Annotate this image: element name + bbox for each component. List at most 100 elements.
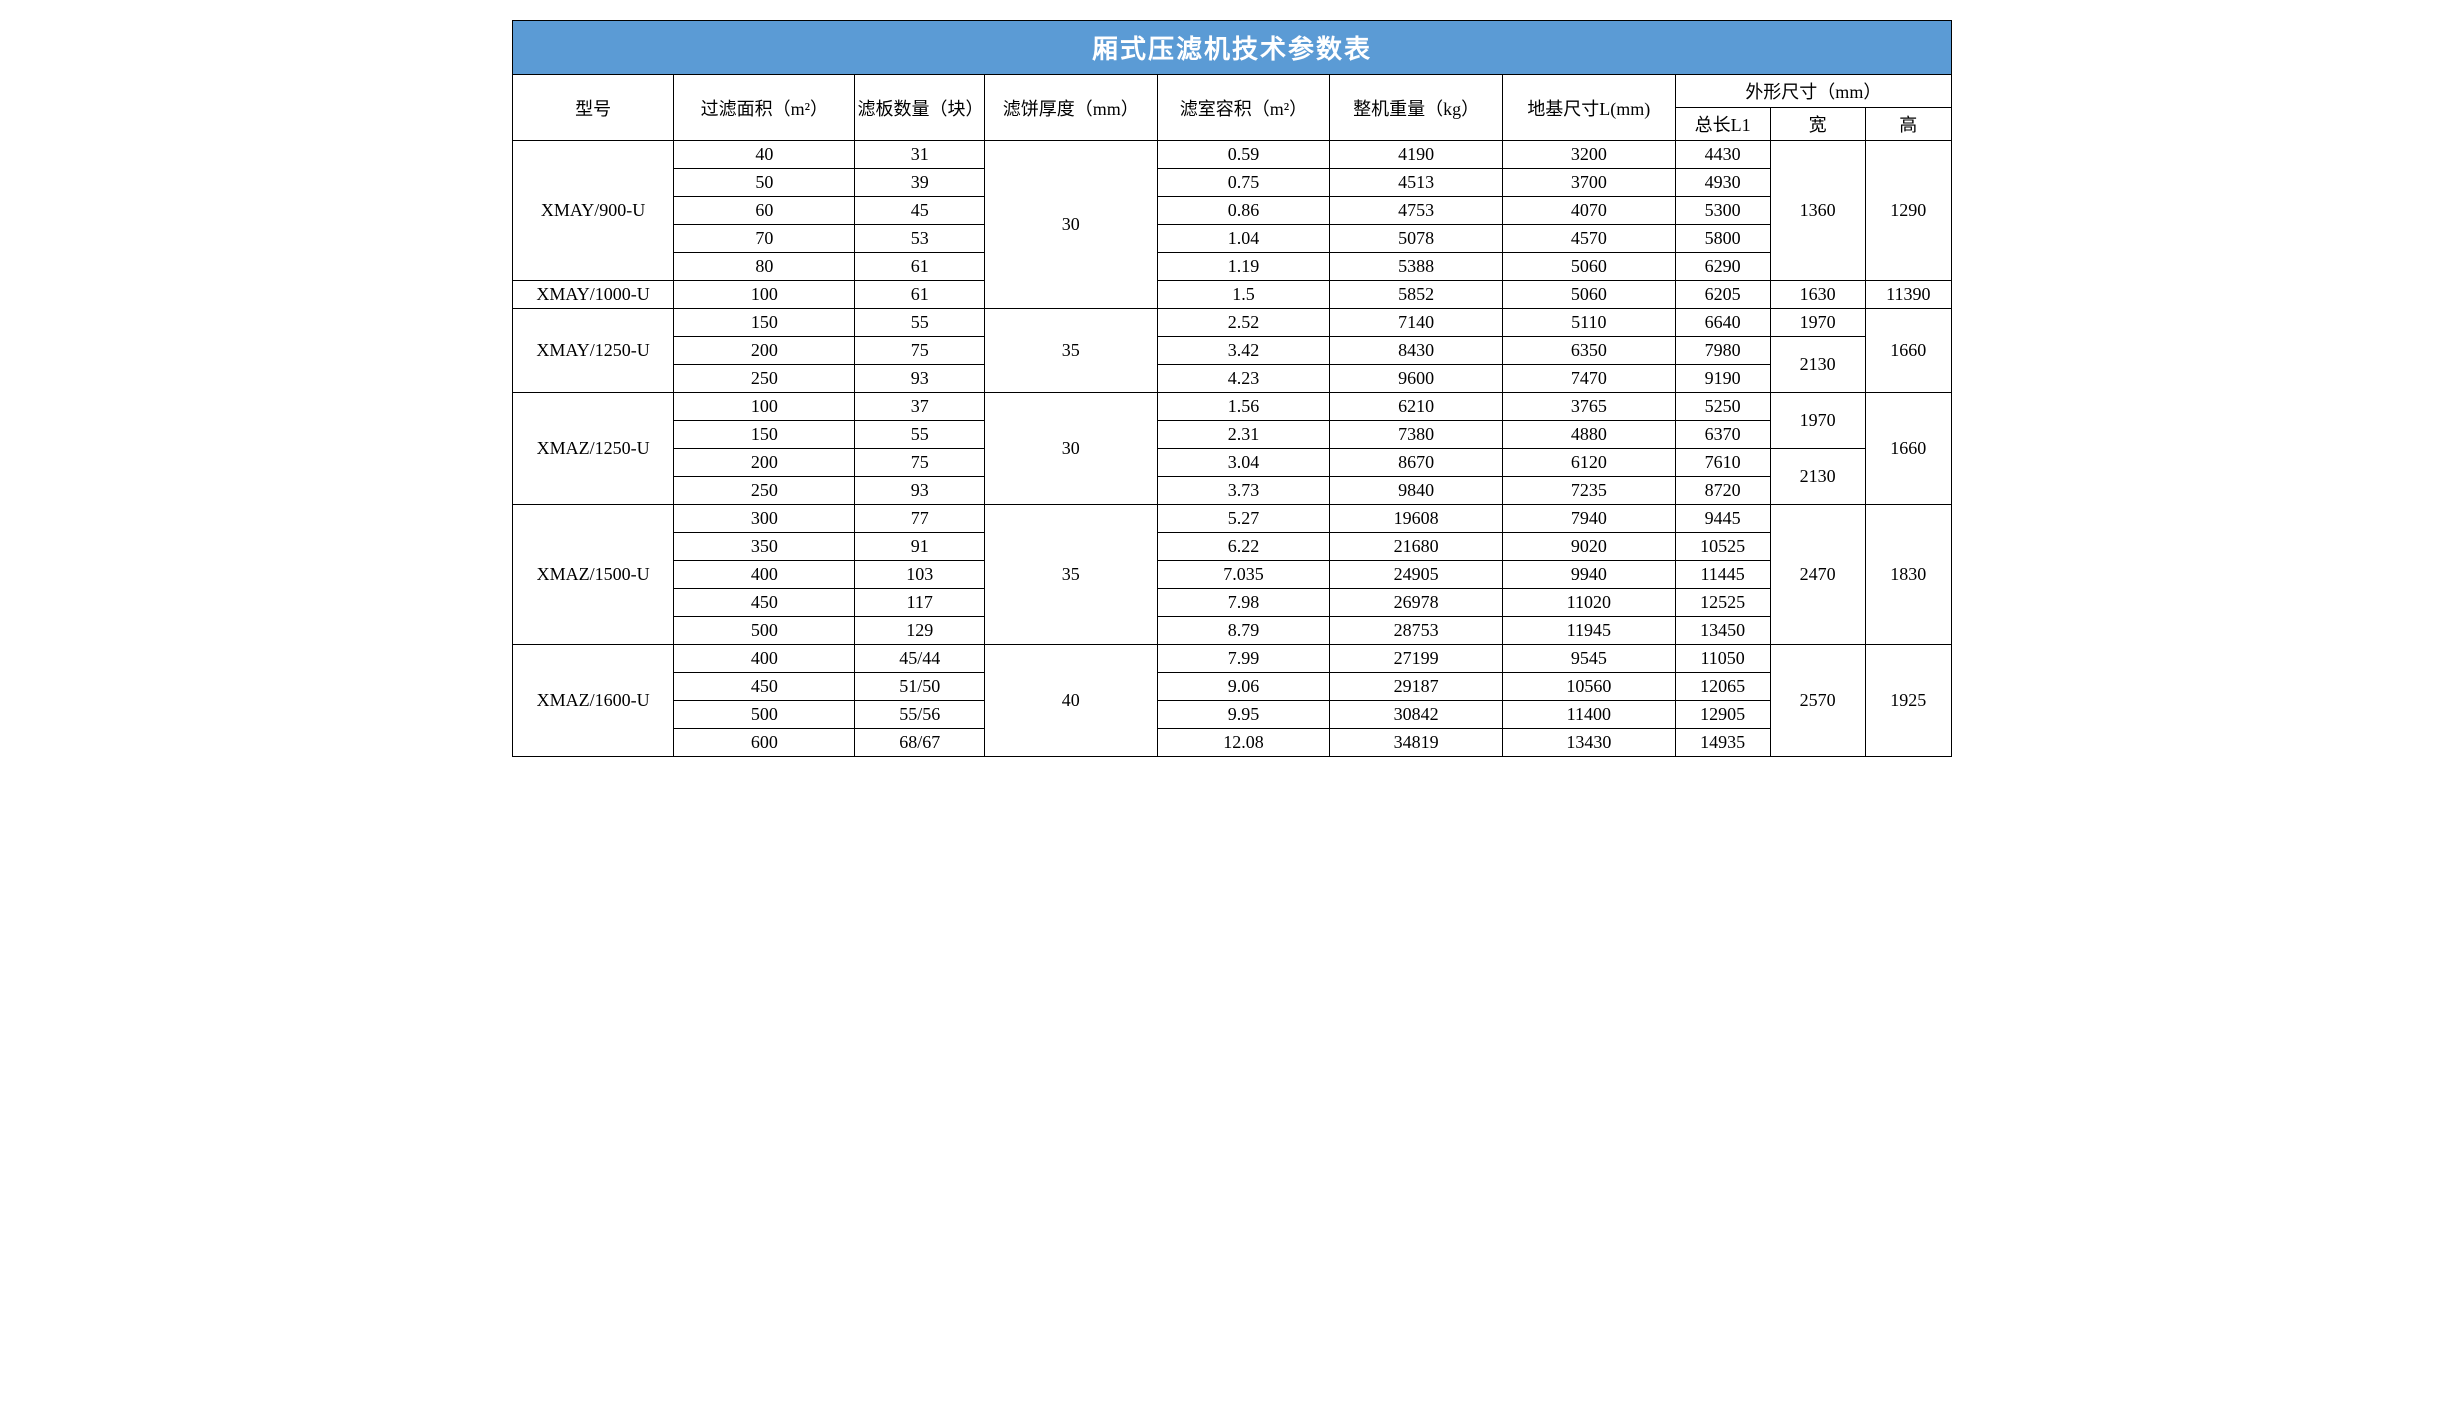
cell-model: XMAY/1000-U: [513, 281, 674, 309]
cell-plate: 55/56: [855, 701, 985, 729]
cell-found: 11945: [1502, 617, 1675, 645]
cell-vol: 1.19: [1157, 253, 1330, 281]
cell-weight: 21680: [1330, 533, 1503, 561]
table-row: 4001037.03524905994011445: [513, 561, 1952, 589]
header-w: 宽: [1770, 108, 1865, 141]
cell-found: 4070: [1502, 197, 1675, 225]
cell-area: 60: [674, 197, 855, 225]
cell-thick: 30: [984, 393, 1157, 505]
cell-l1: 10525: [1675, 533, 1770, 561]
cell-width: 2570: [1770, 645, 1865, 757]
header-thick: 滤饼厚度（mm）: [984, 75, 1157, 141]
cell-l1: 9445: [1675, 505, 1770, 533]
cell-found: 9020: [1502, 533, 1675, 561]
cell-found: 7470: [1502, 365, 1675, 393]
cell-model: XMAZ/1500-U: [513, 505, 674, 645]
table-row: 70531.04507845705800: [513, 225, 1952, 253]
cell-l1: 12905: [1675, 701, 1770, 729]
cell-area: 450: [674, 589, 855, 617]
cell-area: 250: [674, 477, 855, 505]
cell-model: XMAY/900-U: [513, 141, 674, 281]
cell-area: 450: [674, 673, 855, 701]
spec-table: 厢式压滤机技术参数表 型号 过滤面积（m²） 滤板数量（块） 滤饼厚度（mm） …: [512, 20, 1952, 757]
table-row: 200753.428430635079802130: [513, 337, 1952, 365]
cell-area: 150: [674, 309, 855, 337]
cell-found: 11020: [1502, 589, 1675, 617]
header-l1: 总长L1: [1675, 108, 1770, 141]
cell-model: XMAY/1250-U: [513, 309, 674, 393]
cell-vol: 7.99: [1157, 645, 1330, 673]
cell-weight: 4513: [1330, 169, 1503, 197]
table-row: 60068/6712.08348191343014935: [513, 729, 1952, 757]
cell-l1: 7610: [1675, 449, 1770, 477]
cell-weight: 24905: [1330, 561, 1503, 589]
cell-thick: 35: [984, 505, 1157, 645]
cell-vol: 2.52: [1157, 309, 1330, 337]
cell-weight: 5852: [1330, 281, 1503, 309]
table-row: XMAZ/1250-U10037301.56621037655250197016…: [513, 393, 1952, 421]
cell-vol: 7.98: [1157, 589, 1330, 617]
cell-area: 400: [674, 561, 855, 589]
cell-l1: 5300: [1675, 197, 1770, 225]
cell-vol: 1.04: [1157, 225, 1330, 253]
cell-l1: 6370: [1675, 421, 1770, 449]
cell-height: 1290: [1865, 141, 1951, 281]
cell-area: 200: [674, 337, 855, 365]
cell-height: 1660: [1865, 309, 1951, 393]
table-title: 厢式压滤机技术参数表: [513, 21, 1952, 75]
cell-plate: 45: [855, 197, 985, 225]
cell-vol: 3.04: [1157, 449, 1330, 477]
header-h: 高: [1865, 108, 1951, 141]
cell-vol: 1.56: [1157, 393, 1330, 421]
cell-found: 11400: [1502, 701, 1675, 729]
cell-found: 3765: [1502, 393, 1675, 421]
cell-area: 50: [674, 169, 855, 197]
table-row: 250934.23960074709190: [513, 365, 1952, 393]
cell-weight: 27199: [1330, 645, 1503, 673]
cell-plate: 117: [855, 589, 985, 617]
table-row: 150552.31738048806370: [513, 421, 1952, 449]
cell-weight: 34819: [1330, 729, 1503, 757]
cell-l1: 14935: [1675, 729, 1770, 757]
cell-model: XMAZ/1250-U: [513, 393, 674, 505]
table-row: XMAY/900-U4031300.5941903200443013601290: [513, 141, 1952, 169]
cell-width: 2470: [1770, 505, 1865, 645]
table-row: 80611.19538850606290: [513, 253, 1952, 281]
cell-weight: 9840: [1330, 477, 1503, 505]
cell-vol: 9.06: [1157, 673, 1330, 701]
table-body: XMAY/900-U4031300.5941903200443013601290…: [513, 141, 1952, 757]
cell-weight: 7380: [1330, 421, 1503, 449]
cell-found: 3200: [1502, 141, 1675, 169]
cell-vol: 0.59: [1157, 141, 1330, 169]
cell-plate: 68/67: [855, 729, 985, 757]
cell-weight: 19608: [1330, 505, 1503, 533]
cell-weight: 28753: [1330, 617, 1503, 645]
cell-l1: 11050: [1675, 645, 1770, 673]
cell-found: 4570: [1502, 225, 1675, 253]
header-vol: 滤室容积（m²）: [1157, 75, 1330, 141]
cell-vol: 12.08: [1157, 729, 1330, 757]
header-model: 型号: [513, 75, 674, 141]
cell-plate: 93: [855, 365, 985, 393]
cell-found: 9545: [1502, 645, 1675, 673]
cell-height: 1925: [1865, 645, 1951, 757]
cell-plate: 91: [855, 533, 985, 561]
table-row: XMAY/1000-U100611.5585250606205163011390: [513, 281, 1952, 309]
cell-width: 1630: [1770, 281, 1865, 309]
cell-l1: 4930: [1675, 169, 1770, 197]
cell-plate: 77: [855, 505, 985, 533]
cell-vol: 3.42: [1157, 337, 1330, 365]
cell-area: 600: [674, 729, 855, 757]
table-row: 5001298.79287531194513450: [513, 617, 1952, 645]
cell-plate: 61: [855, 281, 985, 309]
cell-weight: 29187: [1330, 673, 1503, 701]
cell-l1: 13450: [1675, 617, 1770, 645]
cell-weight: 5078: [1330, 225, 1503, 253]
cell-area: 100: [674, 393, 855, 421]
table-row: 200753.048670612076102130: [513, 449, 1952, 477]
cell-area: 80: [674, 253, 855, 281]
cell-vol: 7.035: [1157, 561, 1330, 589]
cell-plate: 103: [855, 561, 985, 589]
cell-area: 150: [674, 421, 855, 449]
cell-area: 200: [674, 449, 855, 477]
